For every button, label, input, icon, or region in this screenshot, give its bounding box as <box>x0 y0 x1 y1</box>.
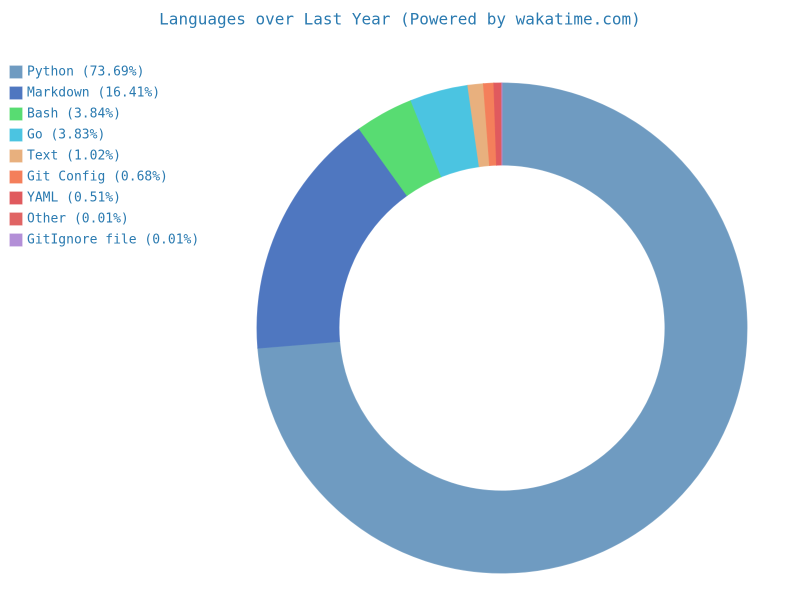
legend-swatch <box>9 107 23 121</box>
legend-label: Git Config (0.68%) <box>27 170 168 185</box>
legend-swatch <box>9 191 23 205</box>
legend-label: GitIgnore file (0.01%) <box>27 233 199 248</box>
legend-swatch <box>9 212 23 226</box>
legend-label: Markdown (16.41%) <box>27 86 160 101</box>
legend-label: Python (73.69%) <box>27 65 144 80</box>
legend-swatch <box>9 170 23 184</box>
legend-label: Text (1.02%) <box>27 149 121 164</box>
legend-label: Bash (3.84%) <box>27 107 121 122</box>
legend-swatch <box>9 86 23 100</box>
chart-title: Languages over Last Year (Powered by wak… <box>159 10 641 29</box>
legend-label: YAML (0.51%) <box>27 191 121 206</box>
legend-label: Go (3.83%) <box>27 128 105 143</box>
donut-slice <box>257 82 748 574</box>
legend-label: Other (0.01%) <box>27 212 129 227</box>
legend-swatch <box>9 233 23 247</box>
legend-swatch <box>9 65 23 79</box>
legend-swatch <box>9 149 23 163</box>
legend-swatch <box>9 128 23 142</box>
